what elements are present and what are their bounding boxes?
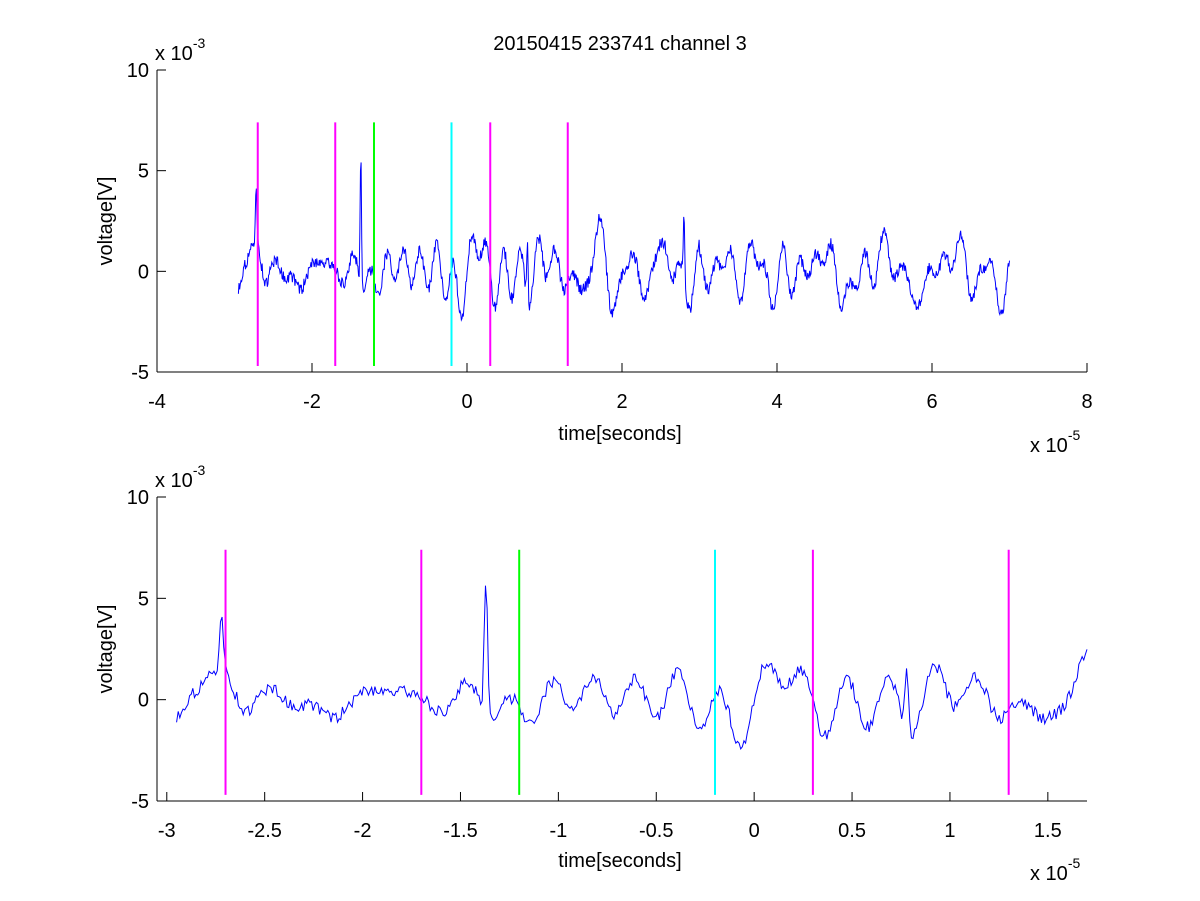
top-plot-area — [157, 70, 1087, 372]
x-tick-label: -1.5 — [443, 820, 477, 842]
top-y-multiplier: x 10-3 — [155, 35, 205, 65]
bottom-tick-layer: -3 -2.5 -2 -1.5 -1 -0.5 0 0.5 1 1.5 -5 0 5 10 — [127, 487, 1062, 842]
x-tick-label: 0 — [461, 391, 472, 413]
x-tick-label: -1 — [549, 820, 567, 842]
y-tick-label: -5 — [131, 362, 149, 384]
x-tick-label: 6 — [926, 391, 937, 413]
x-tick-label: -2.5 — [247, 820, 281, 842]
top-ylabel: voltage[V] — [95, 177, 117, 266]
x-tick-label: -3 — [158, 820, 176, 842]
y-tick-label: 10 — [127, 487, 149, 509]
bottom-xlabel: time[seconds] — [558, 850, 681, 872]
bottom-axes: -3 -2.5 -2 -1.5 -1 -0.5 0 0.5 1 1.5 -5 0 5 10 time[se… — [95, 462, 1088, 885]
x-tick-label: 1 — [944, 820, 955, 842]
x-tick-label: 0 — [749, 820, 760, 842]
y-tick-label: -5 — [131, 791, 149, 813]
bottom-ylabel: voltage[V] — [95, 605, 117, 694]
bottom-signal-layer — [176, 585, 1088, 751]
top-x-multiplier: x 10-5 — [1030, 427, 1080, 457]
signal-line — [176, 585, 1088, 751]
bottom-marker-layer — [224, 549, 1010, 795]
top-signal-layer — [237, 162, 1010, 322]
bottom-plot-area — [157, 497, 1087, 801]
top-marker-layer — [256, 122, 569, 366]
x-tick-label: -2 — [303, 391, 321, 413]
bottom-x-multiplier: x 10-5 — [1030, 855, 1080, 885]
top-xlabel: time[seconds] — [558, 423, 681, 445]
top-tick-layer: -4 -2 0 2 4 6 8 -5 0 5 10 — [127, 60, 1093, 413]
y-tick-label: 0 — [138, 261, 149, 283]
x-tick-label: 2 — [616, 391, 627, 413]
y-tick-label: 0 — [138, 690, 149, 712]
figure-title: 20150415 233741 channel 3 — [493, 33, 747, 55]
x-tick-label: -0.5 — [639, 820, 673, 842]
bottom-y-multiplier: x 10-3 — [155, 462, 205, 492]
x-tick-label: -2 — [354, 820, 372, 842]
x-tick-label: 4 — [771, 391, 782, 413]
x-tick-label: 8 — [1081, 391, 1092, 413]
y-tick-label: 5 — [138, 161, 149, 183]
x-tick-label: -4 — [148, 391, 166, 413]
signal-line — [237, 162, 1010, 322]
y-tick-label: 5 — [138, 588, 149, 610]
x-tick-label: 1.5 — [1034, 820, 1062, 842]
x-tick-label: 0.5 — [838, 820, 866, 842]
y-tick-label: 10 — [127, 60, 149, 82]
top-axes: -4 -2 0 2 4 6 8 -5 0 5 10 time[seconds] voltage[V]… — [95, 35, 1093, 457]
